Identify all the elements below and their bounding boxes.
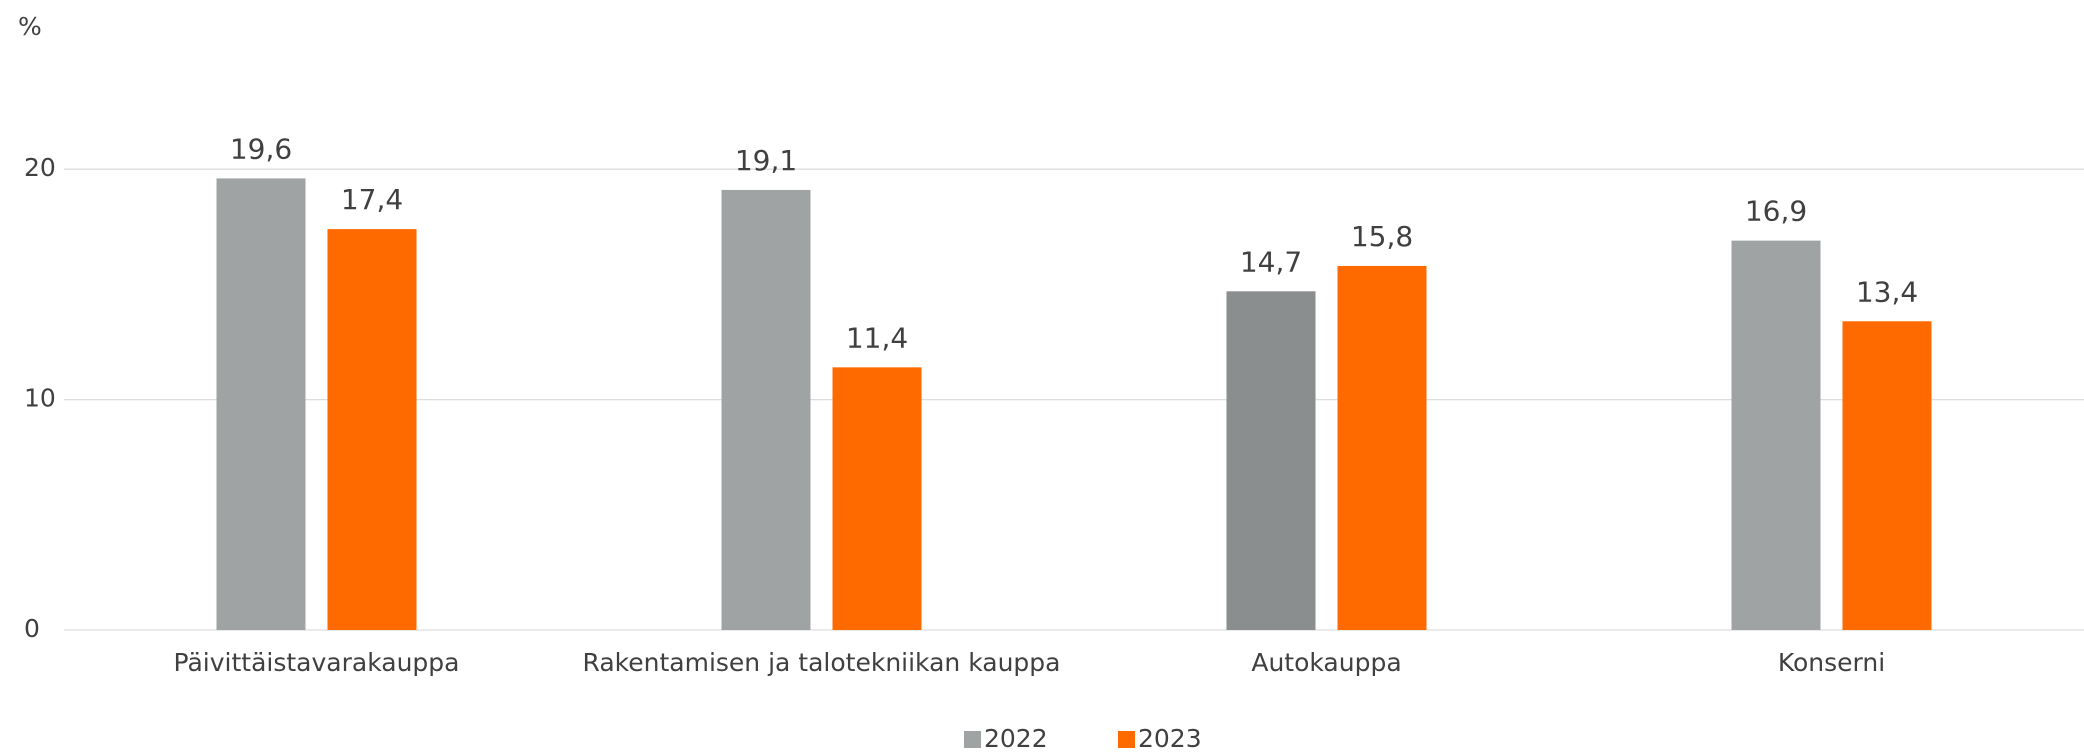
legend-label: 2022 [984,724,1048,752]
data-label: 19,1 [735,144,797,177]
y-axis-label: % [18,12,42,41]
y-tick-label: 0 [24,614,40,643]
x-tick-label: Konserni [1778,648,1885,677]
x-tick-label: Autokauppa [1251,648,1401,677]
data-label: 17,4 [341,183,403,216]
x-tick-label: Päivittäistavarakauppa [174,648,460,677]
bar [1337,265,1427,630]
legend-swatch [1118,731,1135,748]
bar [1731,240,1821,630]
legend-label: 2023 [1138,724,1202,752]
bar [832,367,922,630]
data-label: 15,8 [1351,220,1413,253]
bar [1842,321,1932,630]
bar [216,178,306,630]
bar [721,189,811,630]
data-label: 11,4 [846,321,908,354]
legend-swatch [964,731,981,748]
data-label: 16,9 [1745,195,1807,228]
data-label: 14,7 [1240,245,1302,278]
bar [327,229,417,630]
y-tick-label: 20 [24,153,56,182]
x-tick-label: Rakentamisen ja talotekniikan kauppa [583,648,1061,677]
data-label: 19,6 [230,132,292,165]
bar [1226,291,1316,630]
data-label: 13,4 [1856,275,1918,308]
y-tick-label: 10 [24,384,56,413]
